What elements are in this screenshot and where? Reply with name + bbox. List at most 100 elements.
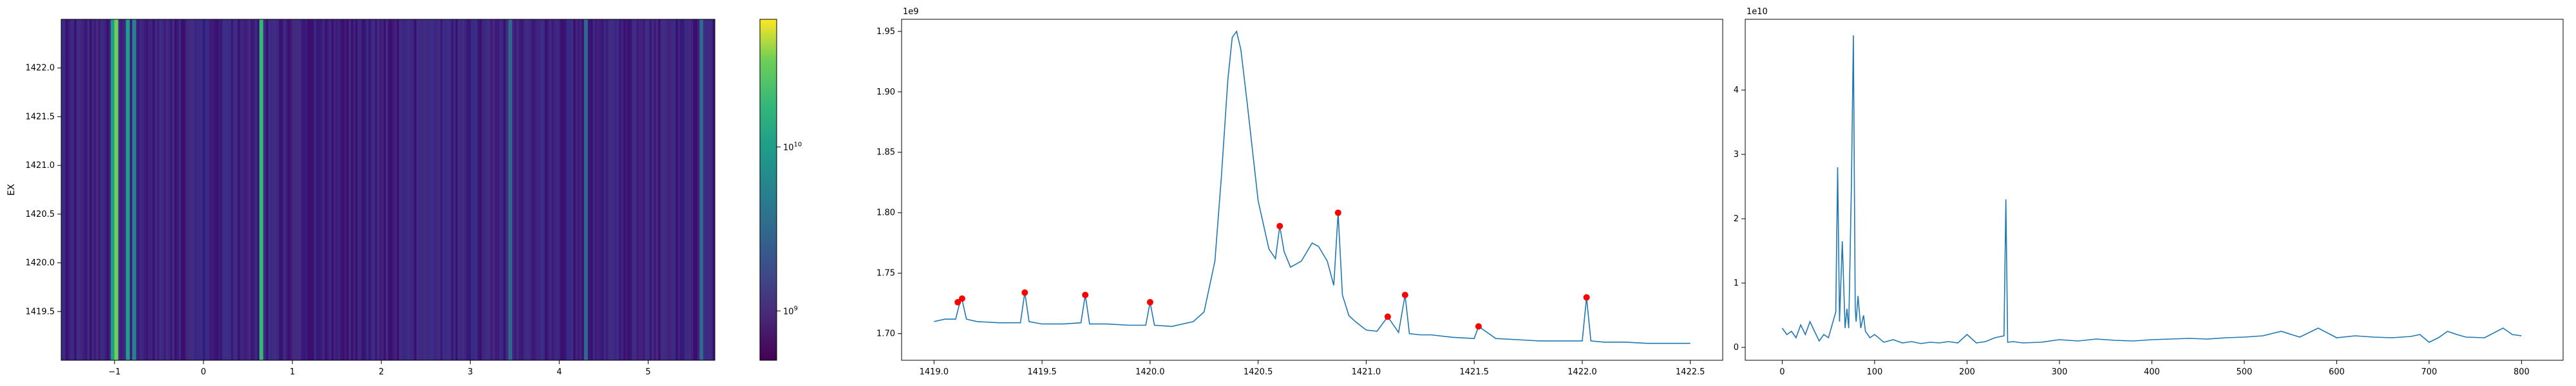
peaks-peak-marker: [1475, 323, 1482, 330]
heatmap-cell: [255, 19, 258, 360]
heatmap-cell: [625, 19, 629, 360]
heatmap-cell: [189, 19, 193, 360]
heatmap-cell: [660, 19, 663, 360]
heatmap-cell: [501, 19, 504, 360]
heatmap-xtick-label: 2: [379, 367, 384, 377]
heatmap-cell: [643, 19, 646, 360]
heatmap-cell: [242, 19, 245, 360]
heatmap-cell: [503, 19, 506, 360]
heatmap-cell: [656, 19, 659, 360]
heatmap-cell: [353, 19, 356, 360]
spectrum-series-line: [1781, 35, 2522, 344]
heatmap-cell: [647, 19, 650, 360]
heatmap-cell: [213, 19, 216, 360]
heatmap-cell: [597, 19, 600, 360]
peaks-panel: 1e9 1419.0 1419.5 1420.0 1420.5 1421.0 1421.5…: [876, 7, 1723, 377]
heatmap-cell: [479, 19, 482, 360]
heatmap-bright-column: [132, 19, 137, 360]
heatmap-cell: [582, 19, 585, 360]
heatmap-cell: [481, 19, 484, 360]
heatmap-cell: [605, 19, 609, 360]
heatmap-cell: [187, 19, 191, 360]
heatmap-cell: [194, 19, 197, 360]
heatmap-cell: [181, 19, 184, 360]
heatmap-cell: [506, 19, 509, 360]
heatmap-cell: [65, 19, 68, 360]
heatmap-xtick-label: 3: [468, 367, 473, 377]
heatmap-cell: [153, 19, 156, 360]
heatmap-cell: [176, 19, 180, 360]
heatmap-cell: [682, 19, 685, 360]
heatmap-cell: [142, 19, 145, 360]
heatmap-cell: [100, 19, 103, 360]
heatmap-cell: [693, 19, 696, 360]
heatmap-cell: [68, 19, 71, 360]
heatmap-cell: [412, 19, 415, 360]
heatmap-cell: [679, 19, 683, 360]
heatmap-cell: [333, 19, 336, 360]
heatmap-cell: [542, 19, 545, 360]
heatmap-cell: [185, 19, 188, 360]
peaks-peak-marker: [954, 299, 961, 306]
heatmap-cell: [172, 19, 175, 360]
heatmap-cell: [98, 19, 101, 360]
peaks-plot: [934, 30, 1690, 344]
heatmap-cell: [410, 19, 413, 360]
heatmap-cell: [444, 19, 448, 360]
heatmap-cell: [688, 19, 692, 360]
heatmap-cell: [257, 19, 260, 360]
heatmap-cell: [497, 19, 500, 360]
heatmap-cell: [614, 19, 618, 360]
heatmap-panel: −1 0 1 2 3 4 5 1419.5 1420.0 1420.5 1421.0 1421.5 14…: [6, 19, 802, 377]
heatmap-cell: [292, 19, 295, 360]
heatmap-cell: [473, 19, 476, 360]
heatmap-cell: [403, 19, 406, 360]
heatmap-cell: [562, 19, 565, 360]
heatmap-cell: [627, 19, 630, 360]
spectrum-xtick-label: 400: [2144, 367, 2160, 377]
heatmap-cell: [471, 19, 474, 360]
heatmap-cell: [518, 19, 522, 360]
heatmap-cell: [307, 19, 310, 360]
heatmap-cell: [399, 19, 402, 360]
heatmap-cell: [268, 19, 271, 360]
heatmap-cell: [323, 19, 325, 360]
heatmap-cell: [155, 19, 158, 360]
heatmap-cell: [545, 19, 548, 360]
heatmap-cell: [651, 19, 654, 360]
peaks-ytick-label: 1.70: [876, 329, 895, 339]
heatmap-cell: [684, 19, 687, 360]
heatmap-bright-column: [111, 19, 115, 360]
heatmap-cell: [107, 19, 110, 360]
heatmap-cell: [312, 19, 315, 360]
heatmap-cell: [370, 19, 374, 360]
heatmap-bright-column: [126, 19, 130, 360]
heatmap-cell: [431, 19, 435, 360]
heatmap-cell: [174, 19, 177, 360]
peaks-ytick-label: 1.80: [876, 208, 895, 218]
heatmap-cell: [687, 19, 689, 360]
heatmap-cell: [377, 19, 380, 360]
heatmap-cell: [87, 19, 90, 360]
heatmap-cell: [218, 19, 221, 360]
spectrum-xtick-label: 100: [1866, 367, 1882, 377]
heatmap-cell: [591, 19, 594, 360]
heatmap-cell: [449, 19, 452, 360]
heatmap-xtick-label: 0: [201, 367, 206, 377]
heatmap-cell: [556, 19, 558, 360]
heatmap-cell: [205, 19, 208, 360]
heatmap-cell: [139, 19, 142, 360]
heatmap-cell: [427, 19, 430, 360]
heatmap-cell: [536, 19, 539, 360]
heatmap-cell: [287, 19, 290, 360]
heatmap-cell: [619, 19, 622, 360]
heatmap-cell: [135, 19, 138, 360]
colorbar: [759, 19, 777, 361]
heatmap-cell: [252, 19, 256, 360]
heatmap-ylabel: EX: [6, 183, 17, 196]
heatmap-cell: [281, 19, 284, 360]
heatmap-cell: [170, 19, 173, 360]
peaks-xtick-label: 1419.0: [920, 367, 949, 377]
heatmap-cell: [612, 19, 615, 360]
